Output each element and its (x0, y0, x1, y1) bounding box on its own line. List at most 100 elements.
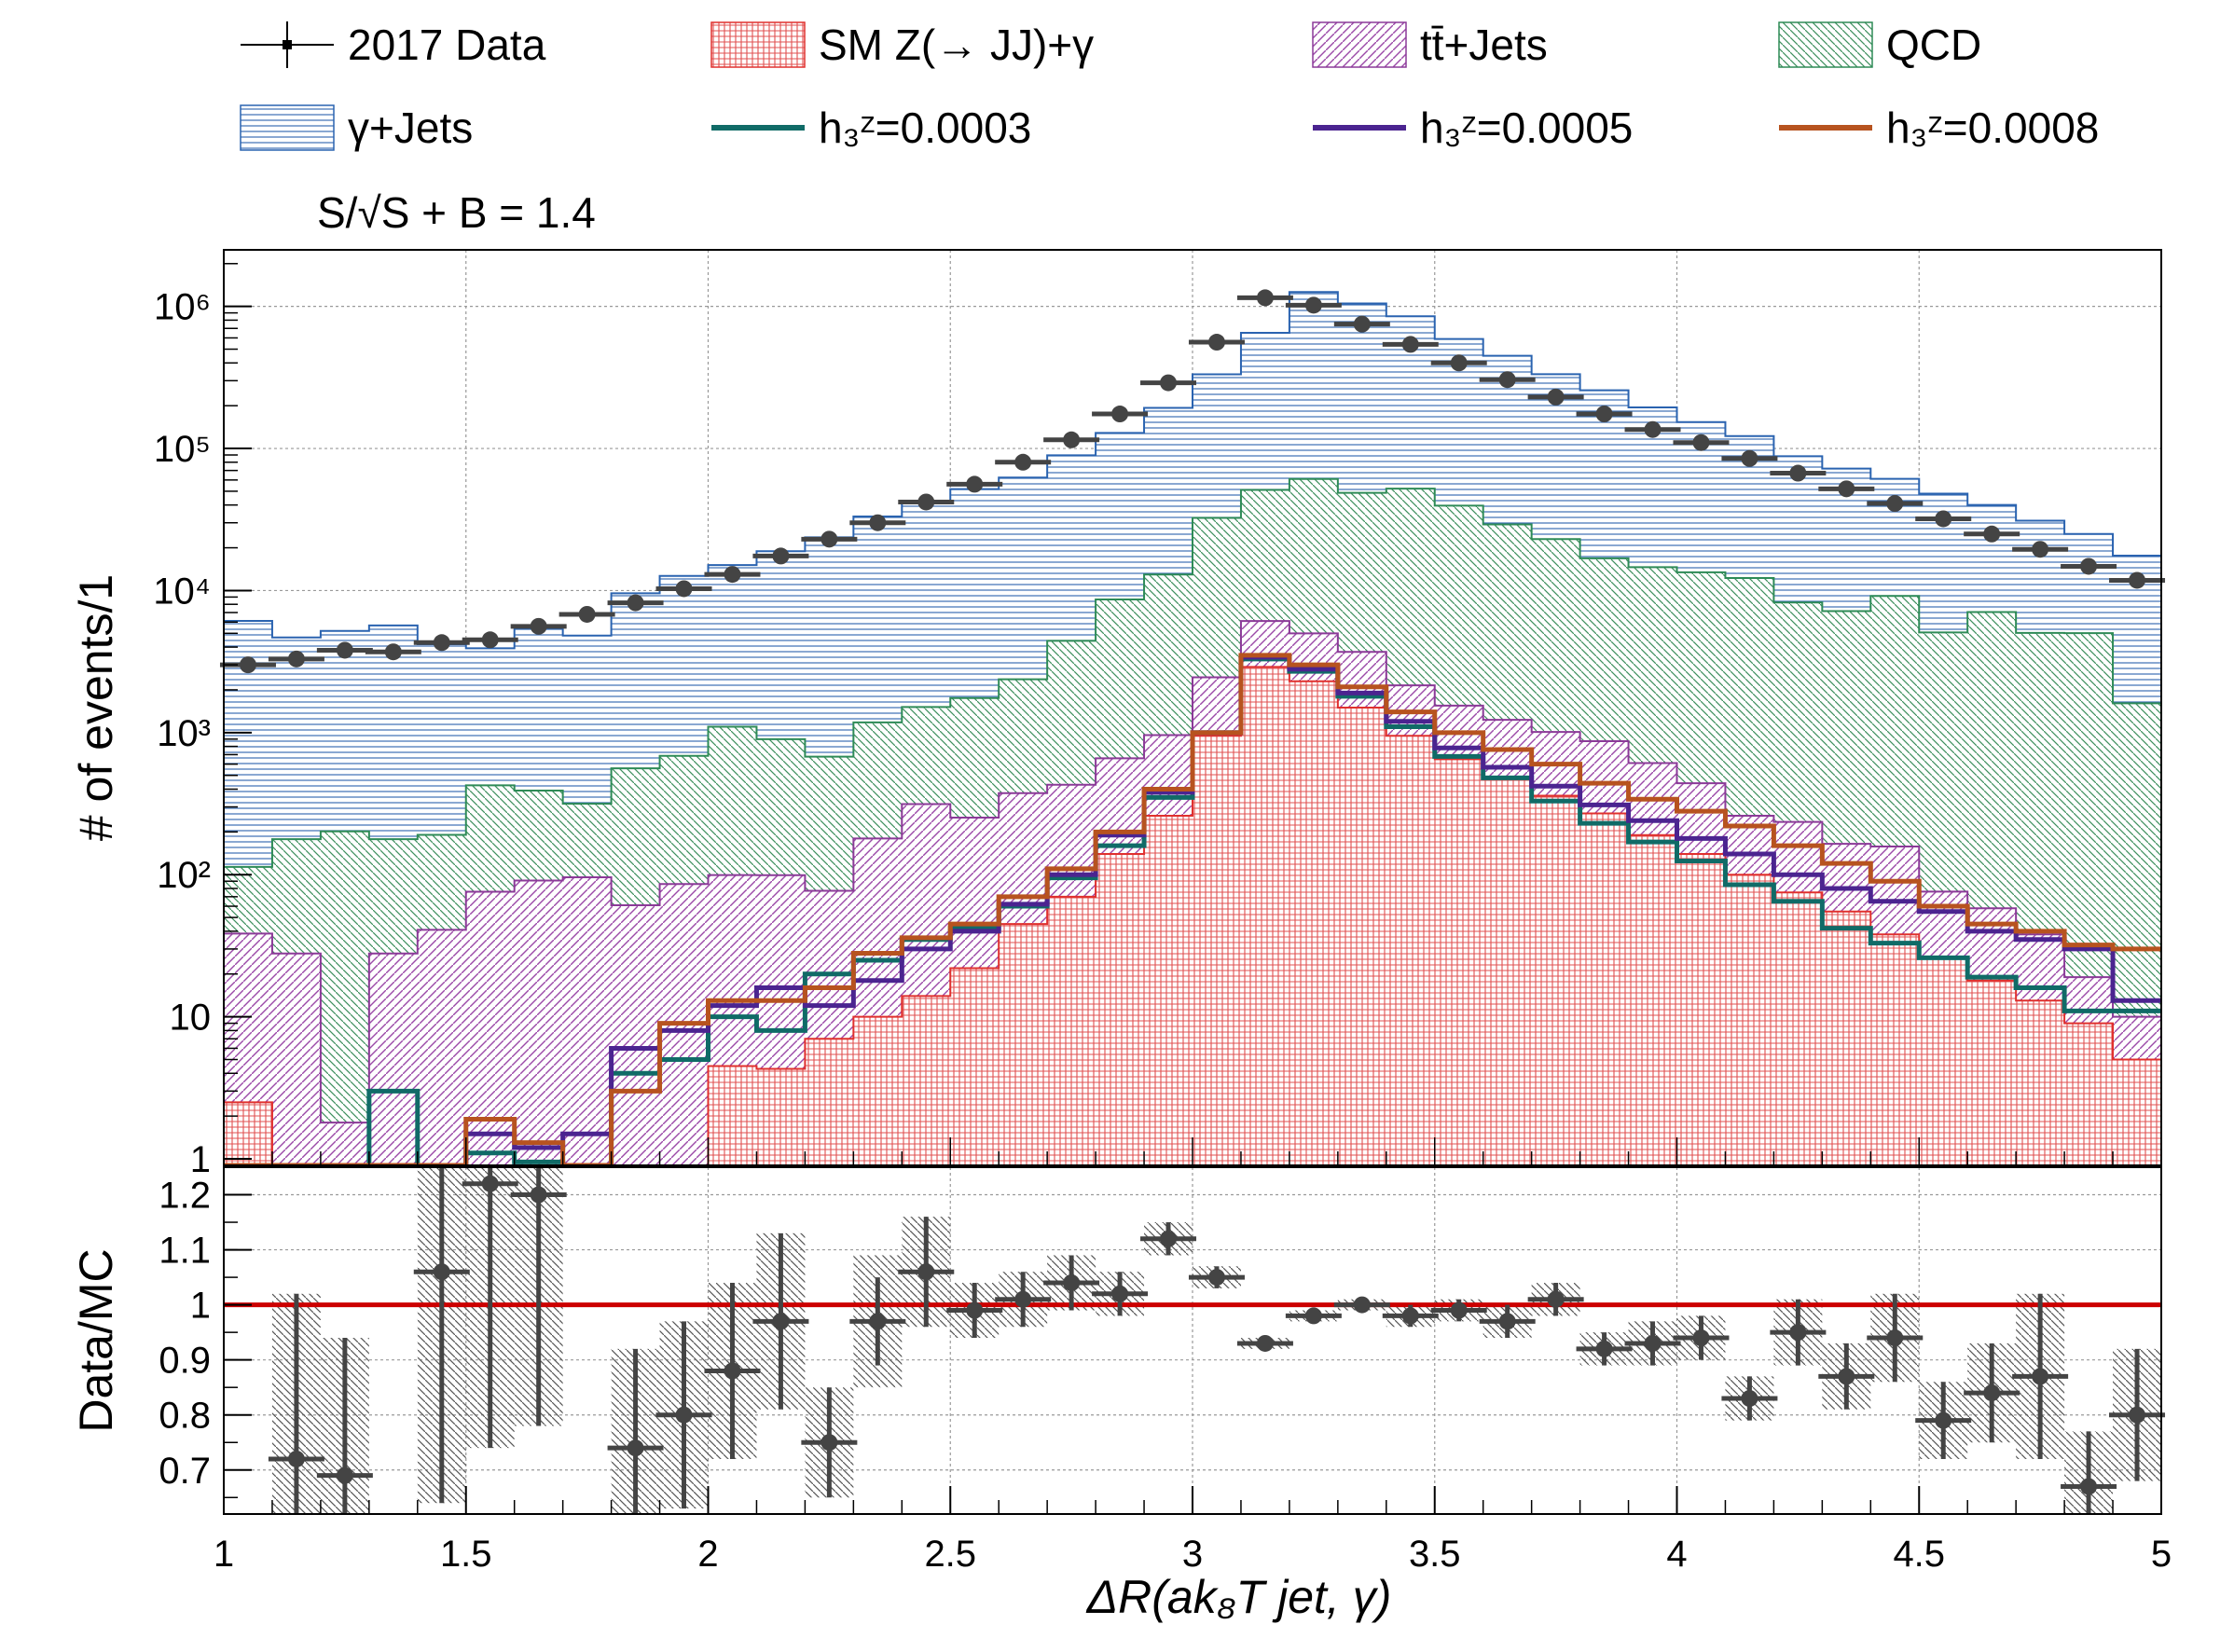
ratio-point (1644, 1334, 1662, 1352)
data-point (1983, 525, 2001, 543)
main-y-axis-label: # of events/1 (70, 574, 122, 841)
x-tick-label: 3.5 (1409, 1534, 1461, 1575)
data-point (917, 493, 935, 511)
legend-swatch (240, 104, 335, 151)
ratio-point (772, 1313, 790, 1330)
data-point (1886, 495, 1904, 513)
data-point (772, 547, 790, 565)
y-tick-label: 10 (170, 998, 212, 1039)
legend-marker (283, 40, 292, 49)
ratio-point (2032, 1368, 2049, 1385)
data-points (219, 289, 2166, 674)
data-point (1692, 434, 1710, 451)
data-point (1450, 354, 1468, 372)
data-point (1063, 431, 1081, 448)
data-point (724, 566, 741, 584)
ratio-point (530, 1186, 547, 1204)
data-point (1644, 420, 1662, 438)
data-point (1498, 371, 1516, 389)
legend-label: tt̄+Jets (1420, 21, 1548, 69)
data-point (1935, 510, 1952, 528)
y-tick-label: 10⁴ (153, 571, 211, 612)
ratio-point (1304, 1307, 1322, 1325)
ratio-point (1935, 1411, 1952, 1429)
ratio-point (2129, 1406, 2146, 1424)
y-tick-label: 10² (157, 855, 211, 896)
legend-swatch (1778, 21, 1873, 68)
legend-label: 2017 Data (348, 21, 546, 69)
ratio-point (1111, 1285, 1129, 1302)
data-point (1160, 374, 1178, 392)
ratio-point (1741, 1390, 1758, 1407)
data-point (1401, 336, 1419, 353)
x-tick-label: 4.5 (1893, 1534, 1945, 1575)
ratio-point (1401, 1307, 1419, 1325)
data-point (530, 617, 547, 635)
ratio-point (481, 1175, 499, 1192)
ratio-point (1450, 1301, 1468, 1319)
legend-swatch (710, 21, 806, 68)
legend: 2017 Data SM Z(→ JJ)+γ tt̄+Jets QCD γ+Jets h₃… (240, 21, 2099, 152)
ratio-point (1789, 1324, 1807, 1342)
ratio-axes: 0.7 0.8 0.9 1 1.1 1.2 1 1.5 2 2.5 3 3.5 4 4.5 5 (159, 1176, 2172, 1575)
main-y-axis: 1 10 10² 10³ 10⁴ 10⁵ 10⁶ (153, 263, 2162, 1180)
x-axis-label: ΔR(ak₈T jet, γ) (1086, 1571, 1392, 1623)
ratio-uncertainty-bands (271, 1167, 2161, 1514)
data-point (821, 530, 838, 548)
y-tick-label: 10⁵ (154, 429, 211, 470)
data-point (1014, 453, 1032, 471)
ratio-point (869, 1313, 887, 1330)
ratio-point (1838, 1368, 1855, 1385)
x-tick-label: 5 (2151, 1534, 2172, 1575)
data-point (2129, 571, 2146, 589)
ratio-y-tick-label: 1 (190, 1286, 211, 1327)
ratio-point (917, 1263, 935, 1281)
ratio-point (821, 1434, 838, 1452)
ratio-point (1014, 1290, 1032, 1308)
y-tick-label: 1 (190, 1139, 211, 1180)
data-point (1547, 388, 1565, 406)
ratio-point (287, 1450, 305, 1467)
ratio-y-tick-label: 0.8 (159, 1396, 211, 1437)
ratio-point (1983, 1384, 2001, 1402)
data-point (578, 605, 596, 623)
data-point (1207, 334, 1225, 351)
ratio-point (966, 1301, 984, 1319)
ratio-point (433, 1263, 450, 1281)
ratio-point (675, 1406, 693, 1424)
x-tick-label: 2 (697, 1534, 718, 1575)
data-point (2032, 541, 2049, 558)
data-point (1304, 296, 1322, 314)
y-tick-label: 10⁶ (154, 287, 211, 328)
data-point (2080, 558, 2098, 575)
ratio-y-tick-label: 0.7 (159, 1451, 211, 1492)
ratio-point (1353, 1296, 1371, 1314)
ratio-point (1160, 1230, 1178, 1247)
ratio-plot-panel: 0.7 0.8 0.9 1 1.1 1.2 1 1.5 2 2.5 3 3.5 4 4.5 5 Data/M… (70, 1166, 2172, 1623)
x-tick-label: 3 (1182, 1534, 1203, 1575)
ratio-point (1207, 1269, 1225, 1287)
legend-label: h₃ᶻ=0.0005 (1420, 103, 1633, 152)
ratio-y-tick-label: 0.9 (159, 1341, 211, 1382)
x-tick-label: 1.5 (440, 1534, 492, 1575)
ratio-y-axis-label: Data/MC (70, 1248, 122, 1432)
ratio-points (268, 1167, 2166, 1514)
data-point (1838, 480, 1855, 498)
x-tick-label: 1 (214, 1534, 234, 1575)
data-point (1111, 406, 1129, 423)
annotation-text: S/√S + B = 1.4 (317, 188, 596, 237)
ratio-y-tick-label: 1.2 (159, 1176, 211, 1217)
data-point (336, 641, 353, 659)
data-point (869, 514, 887, 531)
ratio-point (1498, 1313, 1516, 1330)
ratio-point (724, 1362, 741, 1380)
data-point (239, 656, 256, 674)
ratio-point (627, 1439, 644, 1457)
ratio-y-tick-label: 1.1 (159, 1231, 211, 1272)
legend-label: h₃ᶻ=0.0003 (819, 103, 1031, 152)
ratio-point (1595, 1340, 1613, 1357)
data-point (287, 650, 305, 668)
stack-0 (223, 666, 2162, 1166)
data-point (1595, 406, 1613, 423)
